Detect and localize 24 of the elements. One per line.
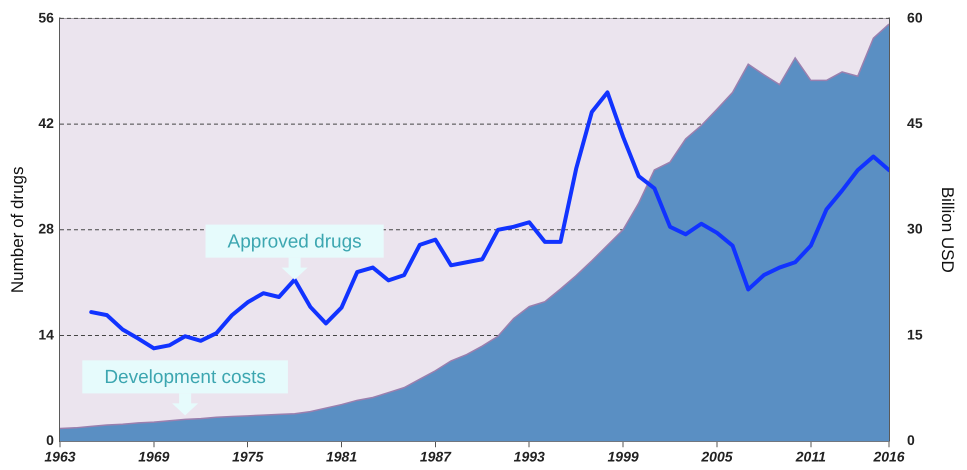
x-tick-label: 1999 (608, 448, 639, 464)
annotation: Development costs (104, 367, 266, 388)
y2-tick-label: 30 (907, 220, 923, 237)
x-tick-label: 1963 (44, 448, 76, 464)
x-tick-label: 2005 (700, 448, 733, 464)
y-tick-label: 0 (46, 432, 54, 448)
y-tick-label: 28 (38, 220, 54, 237)
x-tick-label: 1987 (420, 448, 452, 464)
x-tick-label: 1993 (514, 448, 546, 464)
y-tick-label: 42 (38, 114, 54, 131)
y-tick-label: 14 (38, 326, 54, 342)
x-tick-label: 1969 (138, 448, 170, 464)
y-axis-title: Number of drugs (8, 166, 27, 294)
x-tick-label: 1975 (232, 448, 264, 464)
y2-tick-label: 15 (907, 326, 923, 342)
x-tick-label: 2016 (872, 448, 905, 464)
y2-axis-title: Billion USD (938, 186, 958, 273)
y-tick-label: 56 (38, 9, 54, 26)
y2-tick-label: 0 (907, 432, 916, 448)
y2-tick-label: 45 (907, 114, 923, 131)
annotation: Approved drugs (228, 231, 362, 252)
x-tick-label: 1981 (326, 448, 358, 464)
x-tick-label: 2011 (794, 448, 826, 464)
y2-tick-label: 60 (907, 9, 923, 26)
